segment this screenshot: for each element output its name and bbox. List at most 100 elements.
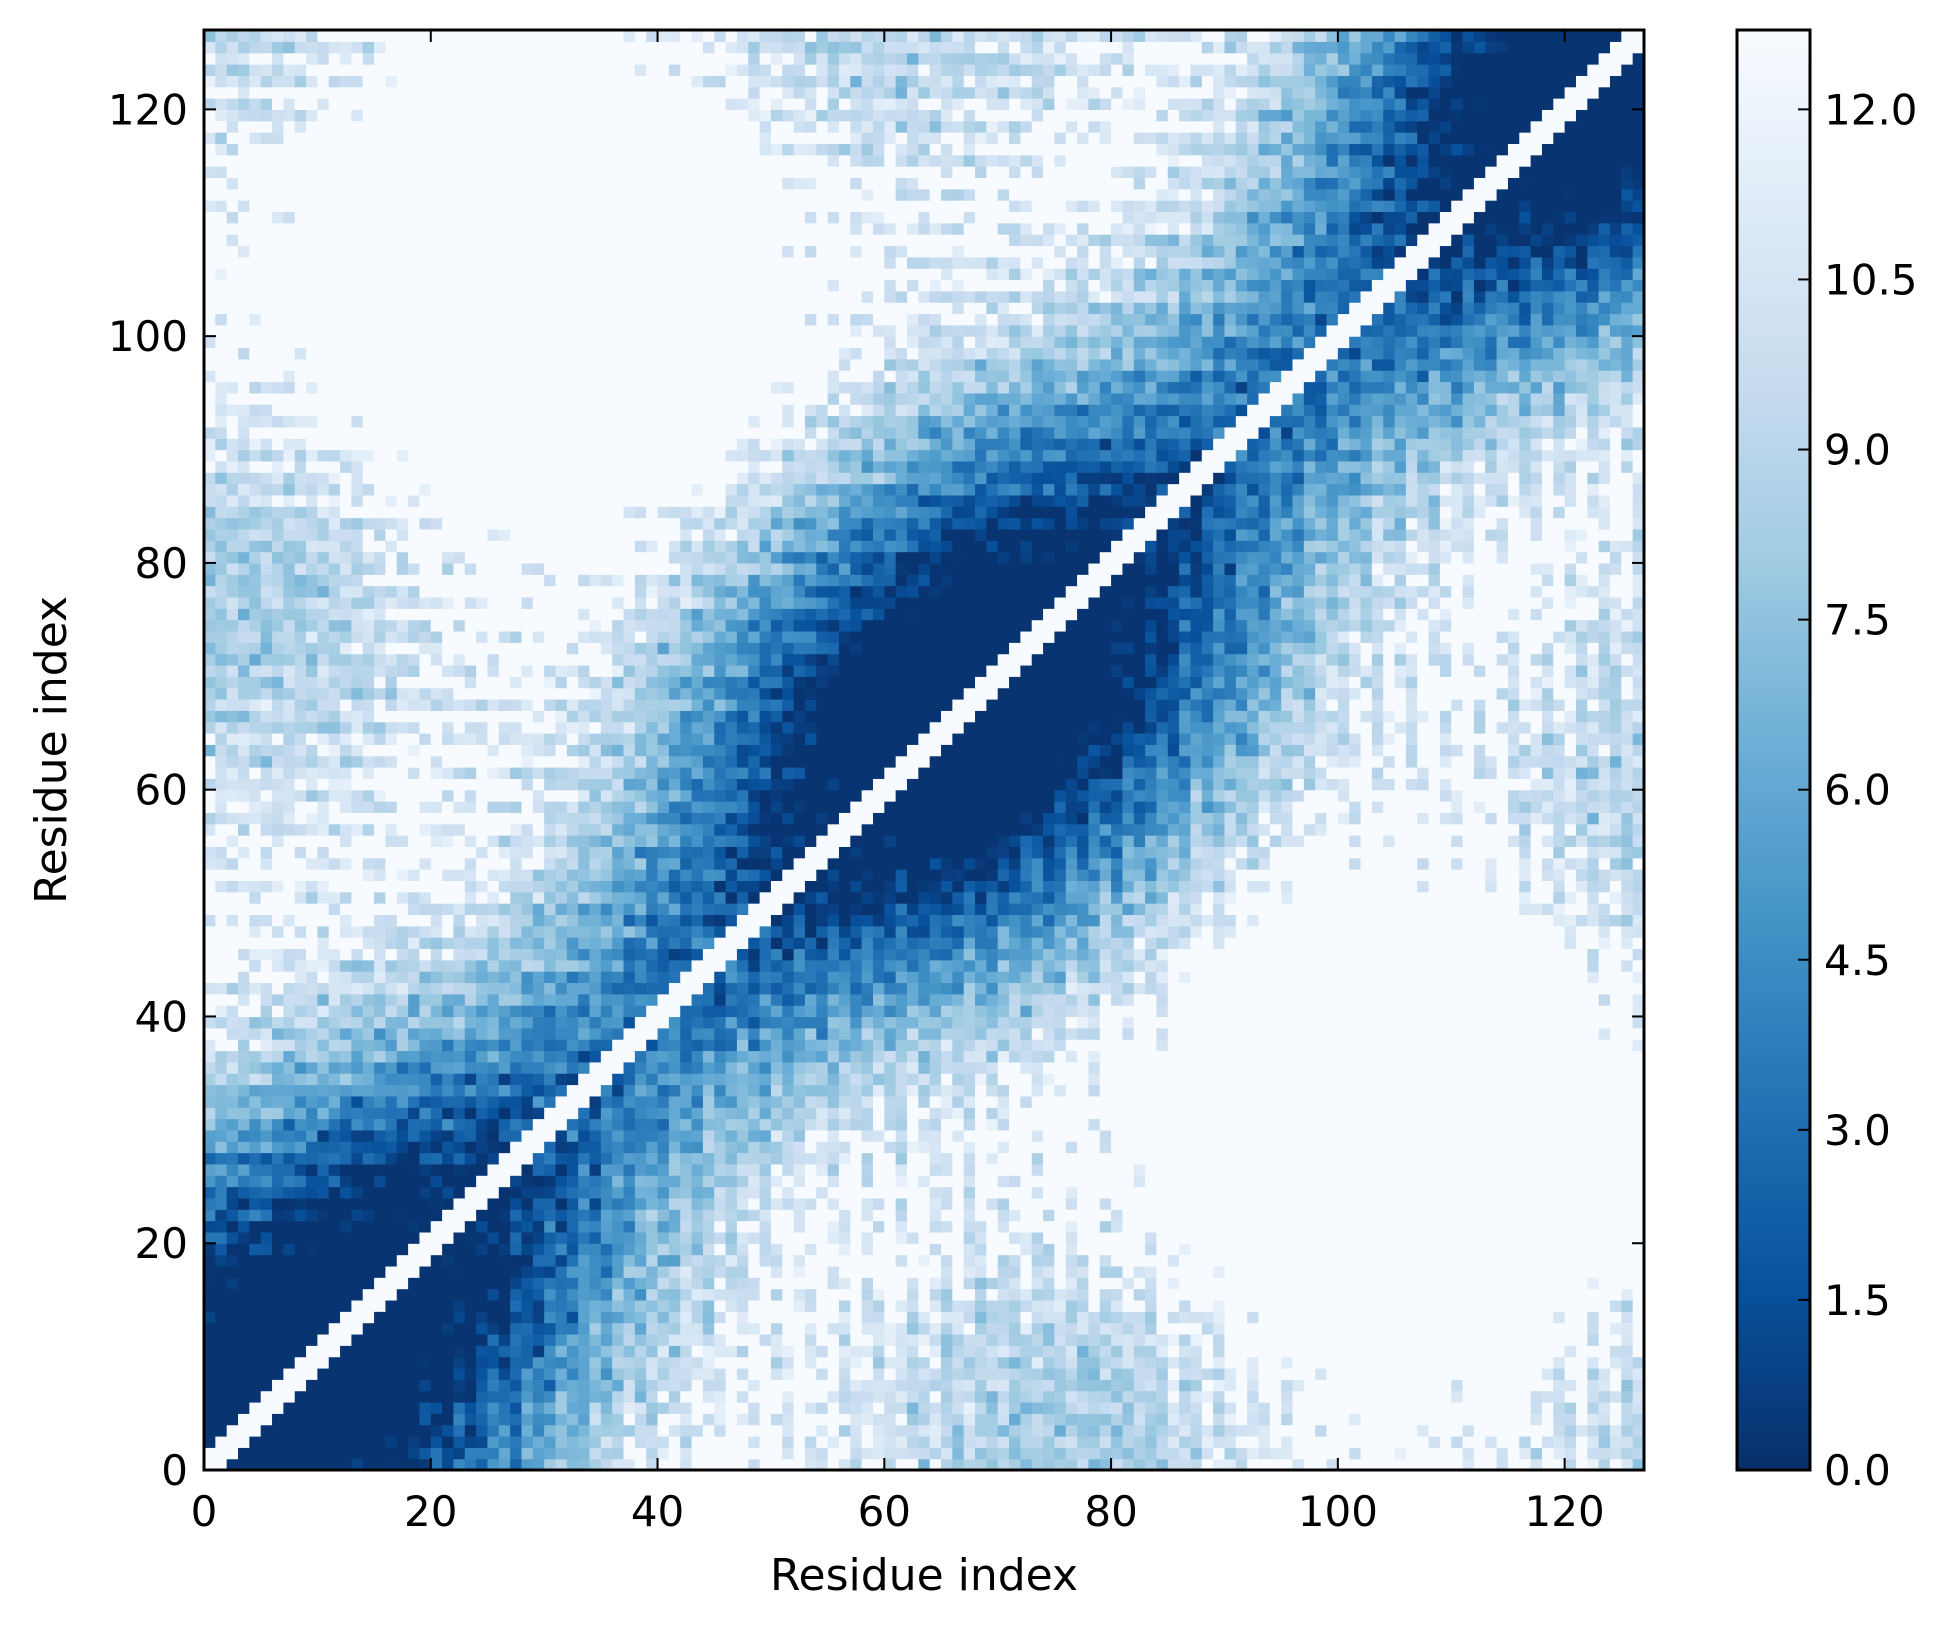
- heatmap-cell: [578, 1220, 591, 1233]
- heatmap-cell: [464, 1050, 477, 1063]
- heatmap-cell: [555, 1027, 568, 1040]
- heatmap-cell: [1077, 1243, 1090, 1256]
- heatmap-cell: [272, 1152, 284, 1165]
- heatmap-cell: [997, 1220, 1010, 1233]
- heatmap-cell: [442, 1288, 455, 1301]
- heatmap-cell: [521, 1107, 534, 1120]
- heatmap-cell: [362, 1277, 375, 1290]
- heatmap-cell: [408, 1367, 421, 1380]
- heatmap-cell: [328, 1197, 341, 1210]
- heatmap-cell: [1145, 1209, 1158, 1222]
- heatmap-cell: [884, 1311, 897, 1324]
- heatmap-cell: [204, 1027, 216, 1040]
- heatmap-cell: [1564, 1345, 1577, 1358]
- heatmap-cell: [702, 1265, 715, 1278]
- heatmap-cell: [1258, 1254, 1271, 1267]
- heatmap-cell: [317, 1299, 330, 1312]
- heatmap-cell: [668, 1322, 681, 1335]
- heatmap-cell: [1428, 1197, 1441, 1210]
- heatmap-cell: [238, 1288, 250, 1301]
- heatmap-cell: [1462, 1197, 1475, 1210]
- heatmap-cell: [736, 1095, 749, 1108]
- heatmap-cell: [634, 1333, 647, 1346]
- heatmap-cell: [1111, 1039, 1124, 1052]
- heatmap-cell: [249, 1118, 262, 1131]
- heatmap-cell: [929, 1435, 942, 1448]
- heatmap-cell: [408, 1254, 421, 1267]
- heatmap-cell: [408, 1356, 421, 1369]
- heatmap-cell: [1009, 1118, 1021, 1131]
- heatmap-cell: [1235, 1197, 1248, 1210]
- heatmap-cell: [226, 1186, 239, 1199]
- heatmap-cell: [1541, 1390, 1554, 1403]
- heatmap-cell: [1247, 1039, 1260, 1052]
- heatmap-cell: [1360, 1050, 1373, 1063]
- heatmap-cell: [1190, 1265, 1203, 1278]
- heatmap-cell: [374, 1220, 387, 1233]
- heatmap-cell: [408, 1413, 421, 1426]
- heatmap-cell: [1496, 1299, 1509, 1312]
- heatmap-cell: [1383, 1447, 1396, 1460]
- heatmap-cell: [861, 1424, 874, 1437]
- heatmap-cell: [646, 1197, 659, 1210]
- heatmap-cell: [1031, 1367, 1044, 1380]
- heatmap-cell: [963, 1243, 976, 1256]
- heatmap-cell: [1598, 1356, 1611, 1369]
- heatmap-cell: [1451, 1401, 1464, 1414]
- heatmap-cell: [238, 1435, 250, 1448]
- heatmap-cell: [340, 1288, 352, 1301]
- heatmap-cell: [1156, 1288, 1169, 1301]
- heatmap-cell: [1530, 1367, 1543, 1380]
- heatmap-cell: [374, 1254, 387, 1267]
- heatmap-cell: [1167, 1322, 1180, 1335]
- heatmap-cell: [374, 1118, 387, 1131]
- heatmap-cell: [374, 1175, 387, 1188]
- heatmap-cell: [646, 1016, 659, 1029]
- heatmap-cell: [963, 1424, 976, 1437]
- heatmap-cell: [759, 1345, 772, 1358]
- heatmap-cell: [1575, 1277, 1588, 1290]
- heatmap-cell: [748, 1141, 761, 1154]
- heatmap-cell: [1451, 1390, 1464, 1403]
- heatmap-cell: [1099, 1254, 1112, 1267]
- heatmap-cell: [317, 1254, 330, 1267]
- heatmap-cell: [215, 1050, 228, 1063]
- heatmap-cell: [1065, 1356, 1078, 1369]
- heatmap-cell: [1258, 1413, 1271, 1426]
- heatmap-cell: [487, 1367, 500, 1380]
- heatmap-cell: [941, 1379, 953, 1392]
- heatmap-cell: [793, 1345, 806, 1358]
- heatmap-cell: [782, 1027, 795, 1040]
- heatmap-cell: [884, 1277, 897, 1290]
- heatmap-cell: [941, 1413, 953, 1426]
- heatmap-cell: [691, 1209, 704, 1222]
- heatmap-cell: [555, 1186, 568, 1199]
- heatmap-cell: [906, 1163, 919, 1176]
- heatmap-cell: [1530, 1231, 1543, 1244]
- heatmap-cell: [838, 1231, 851, 1244]
- heatmap-cell: [657, 1107, 670, 1120]
- heatmap-cell: [850, 1141, 863, 1154]
- heatmap-cell: [1133, 1107, 1146, 1120]
- heatmap-cell: [294, 1186, 307, 1199]
- heatmap-cell: [566, 1095, 579, 1108]
- heatmap-cell: [952, 1163, 965, 1176]
- heatmap-cell: [1269, 1367, 1282, 1380]
- heatmap-cell: [1247, 1073, 1260, 1086]
- heatmap-cell: [487, 1107, 500, 1120]
- heatmap-cell: [963, 1299, 976, 1312]
- heatmap-cell: [1337, 1107, 1350, 1120]
- heatmap-cell: [1054, 1424, 1067, 1437]
- heatmap-cell: [351, 1288, 364, 1301]
- heatmap-cell: [600, 1345, 613, 1358]
- heatmap-cell: [1383, 1039, 1396, 1052]
- heatmap-cell: [861, 1379, 874, 1392]
- heatmap-cell: [1541, 1413, 1554, 1426]
- heatmap-cell: [1519, 1073, 1532, 1086]
- heatmap-cell: [1122, 1061, 1135, 1074]
- heatmap-cell: [1099, 1243, 1112, 1256]
- heatmap-cell: [1371, 1186, 1384, 1199]
- heatmap-cell: [997, 1435, 1010, 1448]
- heatmap-cell: [1496, 1424, 1509, 1437]
- heatmap-cell: [487, 1356, 500, 1369]
